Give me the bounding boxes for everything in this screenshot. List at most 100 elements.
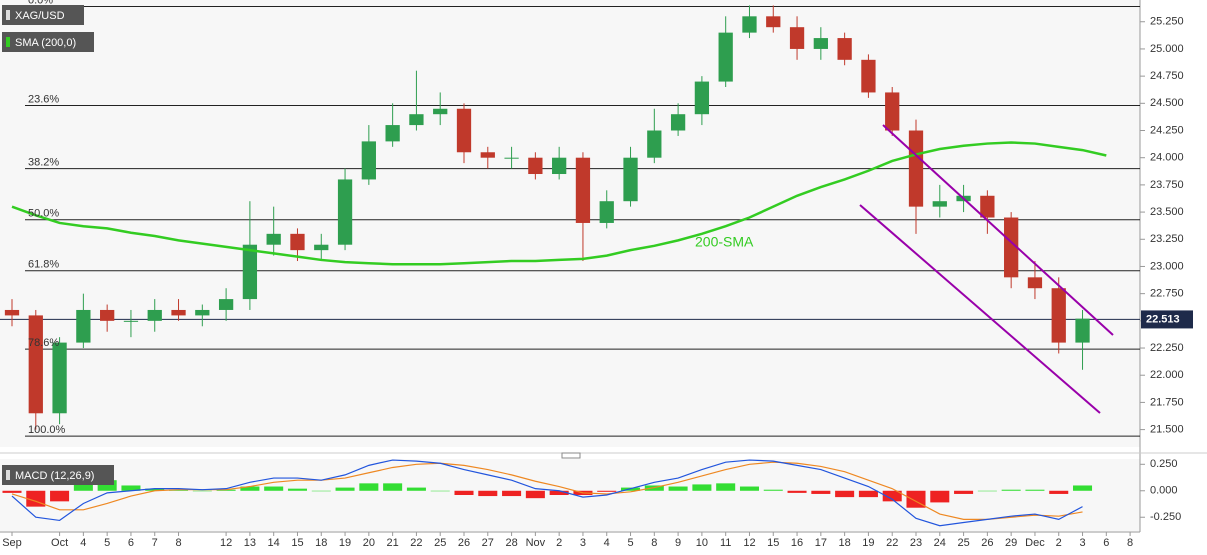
channel-upper xyxy=(882,124,1114,336)
macd-legend-label: MACD (12,26,9) xyxy=(15,470,94,482)
x-tick-label: 22 xyxy=(410,537,422,549)
candle-body xyxy=(1075,318,1090,343)
fib-label: 100.0% xyxy=(28,424,66,436)
x-tick-label: 22 xyxy=(886,537,898,549)
candle-body xyxy=(670,114,686,131)
candle-body xyxy=(385,125,400,142)
y-tick-label: 23.750 xyxy=(1150,179,1184,191)
channel-lower xyxy=(859,204,1101,414)
candle-body xyxy=(337,179,353,245)
candle-body xyxy=(742,16,757,33)
candle-body xyxy=(575,157,591,223)
candle-body xyxy=(52,342,67,414)
candle-body xyxy=(980,195,995,218)
candle-body xyxy=(694,81,710,115)
y-tick-label: 23.000 xyxy=(1150,260,1184,272)
candle-body xyxy=(789,27,805,49)
x-tick-label: 12 xyxy=(743,537,755,549)
y-tick-label: 24.250 xyxy=(1150,124,1184,136)
candle-body xyxy=(123,320,139,322)
x-tick-label: 15 xyxy=(767,537,779,549)
price-pane xyxy=(0,0,1140,447)
y-tick-label: 23.250 xyxy=(1150,233,1184,245)
x-tick-label: 28 xyxy=(505,537,517,549)
x-tick-label: 10 xyxy=(696,537,708,549)
candle-body xyxy=(314,244,329,251)
histogram-bar xyxy=(1073,485,1093,491)
y-tick-label: 0.000 xyxy=(1150,485,1178,497)
y-tick-label: 24.750 xyxy=(1150,70,1184,82)
histogram-bar xyxy=(1025,489,1045,491)
histogram-bar xyxy=(311,490,331,492)
histogram-bar xyxy=(478,490,498,497)
candle-body xyxy=(908,130,924,207)
histogram-bar xyxy=(2,490,22,493)
candle-body xyxy=(504,157,519,159)
macd-line xyxy=(11,459,1083,527)
histogram-bar xyxy=(597,490,617,492)
x-tick-label: 17 xyxy=(815,537,827,549)
x-tick-label: 3 xyxy=(1079,537,1085,549)
pane-resize-handle[interactable] xyxy=(561,452,581,459)
histogram-bar xyxy=(858,490,878,498)
candle-body xyxy=(433,108,448,115)
x-tick-label: Nov xyxy=(526,537,546,549)
x-tick-label: 11 xyxy=(720,537,731,549)
x-tick-label: 13 xyxy=(244,537,256,549)
x-tick-label: 25 xyxy=(957,537,969,549)
fib-label: 78.6% xyxy=(28,337,59,349)
candle-body xyxy=(1027,277,1043,289)
macd-legend: MACD (12,26,9) xyxy=(2,465,114,485)
candle-body xyxy=(218,299,234,310)
candle-body xyxy=(480,152,495,158)
y-tick-label: 24.500 xyxy=(1150,97,1184,109)
x-tick-label: 26 xyxy=(458,537,470,549)
histogram-bar xyxy=(145,488,165,491)
candle-body xyxy=(552,157,567,175)
histogram-bar xyxy=(787,490,807,493)
y-tick-label: 25.250 xyxy=(1150,16,1184,28)
sma-legend-label: SMA (200,0) xyxy=(15,37,76,49)
x-tick-label: Oct xyxy=(51,537,68,549)
macd-swatch xyxy=(6,470,10,480)
y-tick-label: 0.250 xyxy=(1150,458,1178,470)
y-tick-label: 25.000 xyxy=(1150,43,1184,55)
y-tick-label: 21.750 xyxy=(1150,396,1184,408)
x-tick-label: 5 xyxy=(104,537,110,549)
candle-body xyxy=(195,309,210,316)
x-tick-label: 8 xyxy=(1127,537,1133,549)
symbol-label: XAG/USD xyxy=(15,10,65,22)
y-tick-label: 23.500 xyxy=(1150,206,1184,218)
histogram-bar xyxy=(692,484,712,491)
histogram-bar xyxy=(763,489,783,491)
x-tick-label: 9 xyxy=(675,537,681,549)
histogram-bar xyxy=(335,487,355,491)
y-tick-label: 22.000 xyxy=(1150,369,1184,381)
x-tick-label: 5 xyxy=(627,537,633,549)
last-price-box xyxy=(1141,310,1193,329)
histogram-bar xyxy=(882,490,902,502)
histogram-bar xyxy=(668,486,688,491)
histogram-bar xyxy=(97,480,117,491)
histogram-bar xyxy=(359,483,379,491)
candle-body xyxy=(266,233,281,245)
x-tick-label: 7 xyxy=(152,537,158,549)
histogram-bar xyxy=(240,486,260,491)
last-price-label: 22.513 xyxy=(1146,313,1180,325)
candle-body xyxy=(361,141,376,180)
histogram-bar xyxy=(811,490,831,494)
histogram-bar xyxy=(454,490,474,495)
x-tick-label: 26 xyxy=(981,537,993,549)
x-tick-label: 6 xyxy=(1103,537,1109,549)
histogram-bar xyxy=(264,486,284,491)
x-tick-label: 16 xyxy=(791,537,803,549)
candle-body xyxy=(4,309,20,316)
x-tick-label: 2 xyxy=(1056,537,1062,549)
candle-body xyxy=(242,244,258,300)
y-tick-label: -0.250 xyxy=(1150,511,1181,523)
x-tick-label: 4 xyxy=(80,537,86,549)
y-tick-label: 22.250 xyxy=(1150,342,1184,354)
candle-body xyxy=(813,38,828,49)
sma-line xyxy=(11,141,1107,266)
x-tick-label: 24 xyxy=(934,537,946,549)
